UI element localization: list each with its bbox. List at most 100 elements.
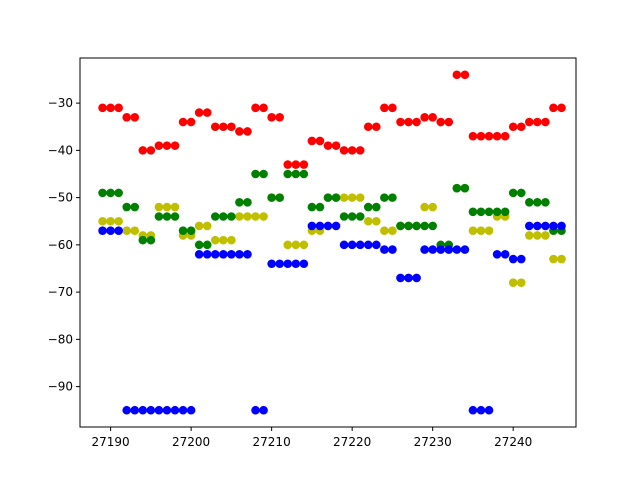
data-point bbox=[106, 216, 115, 226]
data-point bbox=[114, 216, 123, 226]
data-point bbox=[380, 226, 389, 235]
data-point bbox=[363, 216, 373, 226]
data-point bbox=[347, 146, 357, 155]
data-point bbox=[508, 254, 518, 264]
data-point bbox=[500, 250, 510, 259]
data-point bbox=[243, 198, 252, 207]
data-point bbox=[235, 212, 244, 221]
data-point bbox=[106, 103, 115, 113]
data-point bbox=[388, 226, 397, 235]
data-point bbox=[194, 221, 204, 231]
data-point bbox=[484, 405, 494, 415]
data-point bbox=[331, 141, 341, 150]
data-point bbox=[154, 202, 164, 212]
data-point bbox=[98, 188, 107, 198]
data-point bbox=[130, 202, 140, 212]
data-point bbox=[202, 108, 212, 117]
x-tick-label: 27200 bbox=[172, 435, 210, 449]
data-point bbox=[420, 202, 429, 212]
data-point bbox=[404, 117, 413, 127]
data-point bbox=[299, 160, 309, 169]
data-point bbox=[219, 122, 228, 132]
data-point bbox=[170, 212, 180, 221]
data-point bbox=[557, 103, 566, 113]
data-point bbox=[476, 405, 486, 415]
data-point bbox=[259, 169, 268, 179]
data-point bbox=[452, 70, 462, 80]
data-point bbox=[323, 141, 333, 150]
data-point bbox=[114, 103, 123, 113]
data-point bbox=[428, 113, 437, 122]
data-point bbox=[549, 221, 558, 231]
data-point bbox=[130, 113, 140, 122]
data-point bbox=[516, 278, 526, 287]
data-point bbox=[363, 122, 373, 132]
data-point bbox=[372, 216, 381, 226]
data-point bbox=[404, 273, 413, 283]
data-point bbox=[227, 212, 236, 221]
data-point bbox=[452, 245, 462, 254]
x-tick-label: 27190 bbox=[92, 435, 130, 449]
data-point bbox=[355, 193, 365, 202]
data-point bbox=[396, 117, 405, 127]
data-point bbox=[291, 169, 301, 179]
data-point bbox=[259, 212, 268, 221]
data-point bbox=[227, 235, 236, 245]
data-point bbox=[372, 122, 381, 132]
data-point bbox=[468, 405, 478, 415]
data-point bbox=[162, 212, 172, 221]
data-point bbox=[549, 103, 558, 113]
data-point bbox=[388, 245, 397, 254]
data-point bbox=[428, 202, 437, 212]
data-point bbox=[420, 245, 429, 254]
data-point bbox=[557, 221, 566, 231]
data-point bbox=[275, 259, 284, 269]
data-point bbox=[412, 117, 421, 127]
data-point bbox=[170, 405, 180, 415]
data-point bbox=[243, 250, 252, 259]
data-point bbox=[307, 136, 317, 146]
data-point bbox=[541, 221, 550, 231]
data-point bbox=[259, 103, 268, 113]
data-point bbox=[339, 212, 349, 221]
data-point bbox=[146, 235, 156, 245]
plot-area bbox=[80, 58, 576, 427]
data-point bbox=[307, 202, 317, 212]
data-point bbox=[291, 240, 301, 250]
data-point bbox=[210, 250, 220, 259]
data-point bbox=[525, 231, 534, 240]
y-tick-label: −70 bbox=[48, 285, 73, 299]
data-point bbox=[106, 188, 115, 198]
data-point bbox=[251, 103, 260, 113]
data-point bbox=[484, 207, 494, 217]
data-point bbox=[541, 198, 550, 207]
plot-frame bbox=[79, 57, 577, 428]
data-point bbox=[235, 198, 244, 207]
x-tick-label: 27220 bbox=[333, 435, 371, 449]
data-point bbox=[299, 259, 309, 269]
data-point bbox=[339, 193, 349, 202]
data-point bbox=[492, 131, 502, 141]
data-point bbox=[315, 202, 325, 212]
data-point bbox=[436, 245, 446, 254]
data-point bbox=[355, 212, 365, 221]
data-point bbox=[549, 254, 558, 264]
data-point bbox=[516, 122, 526, 132]
data-point bbox=[275, 193, 284, 202]
data-point bbox=[210, 235, 220, 245]
data-point bbox=[500, 131, 510, 141]
data-point bbox=[363, 240, 373, 250]
data-point bbox=[460, 245, 470, 254]
x-axis: 27190 27200 27210 27220 27230 27240 bbox=[92, 427, 532, 449]
data-point bbox=[227, 250, 236, 259]
data-point bbox=[355, 240, 365, 250]
data-point bbox=[267, 259, 276, 269]
data-point bbox=[484, 226, 494, 235]
y-axis: −90 −80 −70 −60 −50 −40 −30 bbox=[48, 96, 80, 394]
data-point bbox=[235, 250, 244, 259]
data-point bbox=[516, 254, 526, 264]
data-point bbox=[516, 188, 526, 198]
y-tick-label: −90 bbox=[48, 380, 73, 394]
data-points bbox=[98, 70, 566, 415]
